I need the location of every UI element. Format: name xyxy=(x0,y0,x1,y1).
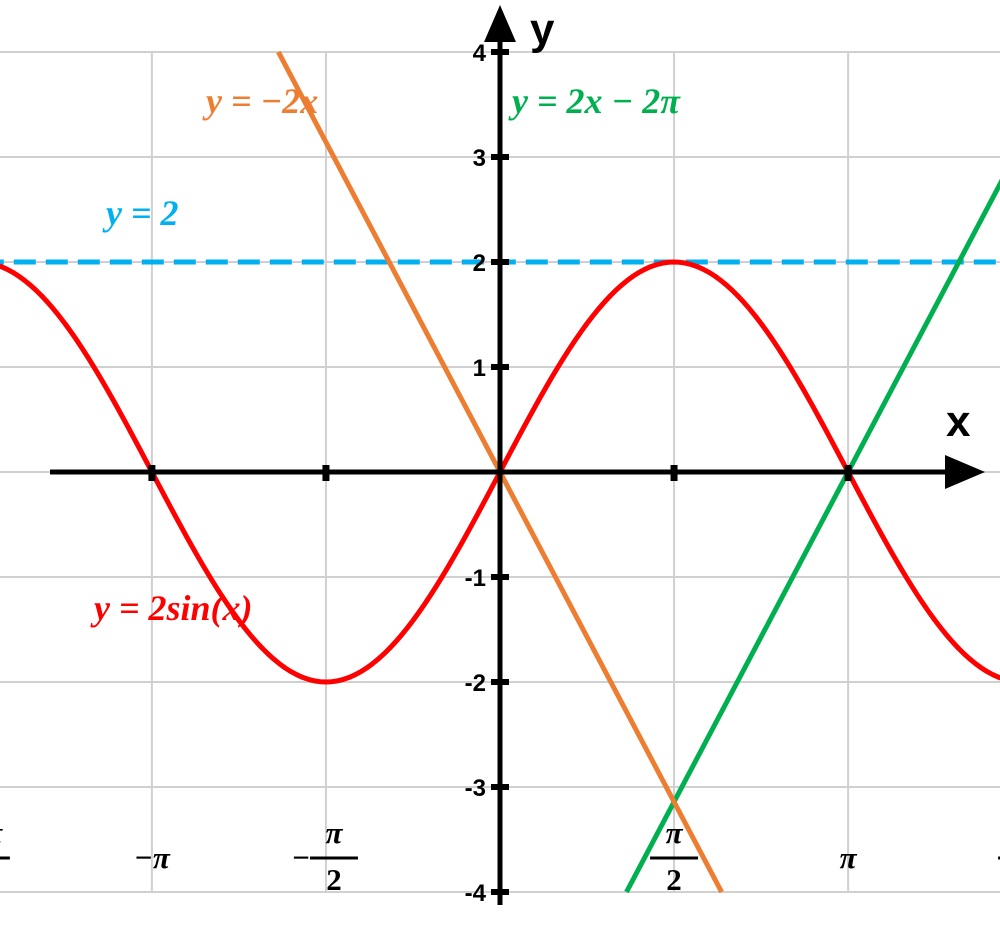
x-tick-denominator: 2 xyxy=(666,862,682,897)
y-tick-label: 1 xyxy=(473,355,486,382)
x-tick-text: π xyxy=(840,840,858,875)
y-tick-label: -3 xyxy=(465,775,486,802)
x-axis-arrow-icon xyxy=(945,455,985,489)
label-two: y = 2 xyxy=(102,193,179,233)
y-axis-label: y xyxy=(530,5,555,54)
x-tick-sign: − xyxy=(292,840,310,875)
x-axis-label: x xyxy=(946,397,971,446)
x-tick-label: −π xyxy=(134,840,171,875)
label-green: y = 2x − 2π xyxy=(508,81,681,121)
x-tick-numerator: π xyxy=(666,815,684,850)
x-tick-label: π xyxy=(840,840,858,875)
tick-marks xyxy=(148,49,852,895)
y-axis-arrow-icon xyxy=(484,5,516,42)
x-tick-text: −π xyxy=(134,840,171,875)
label-neg2x: y = −2x xyxy=(202,81,318,121)
y-tick-label: 4 xyxy=(473,40,487,67)
y-tick-label: 2 xyxy=(473,250,486,277)
x-tick-numerator: π xyxy=(325,815,343,850)
y-tick-label: -1 xyxy=(465,565,486,592)
x-tick-label: −π 2 xyxy=(292,815,358,897)
label-sin: y = 2sin(x) xyxy=(90,588,253,628)
axes xyxy=(50,5,985,905)
x-tick-numerator: 3π xyxy=(0,815,3,850)
x-tick-label: −3π2 xyxy=(0,815,10,860)
x-tick-label: π2 xyxy=(650,815,699,897)
x-tick-denominator: 2 xyxy=(326,862,342,897)
y-tick-label: 3 xyxy=(473,145,486,172)
y-tick-label: -4 xyxy=(465,880,487,907)
y-tick-label: -2 xyxy=(465,670,486,697)
